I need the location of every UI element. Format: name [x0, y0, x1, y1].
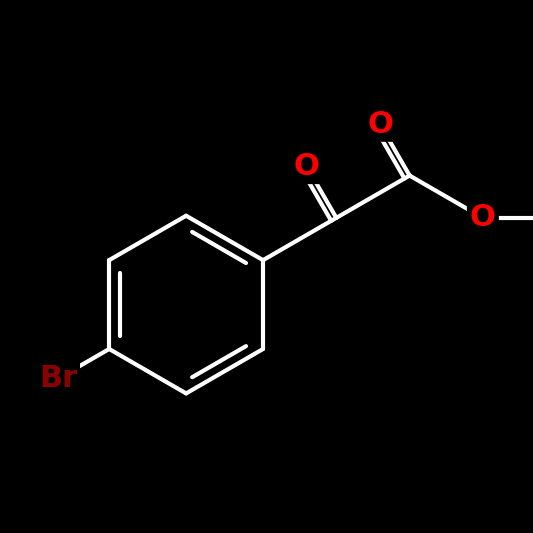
Text: O: O: [294, 152, 320, 181]
Text: O: O: [367, 110, 393, 139]
Text: Br: Br: [39, 364, 77, 393]
Text: O: O: [470, 204, 496, 232]
